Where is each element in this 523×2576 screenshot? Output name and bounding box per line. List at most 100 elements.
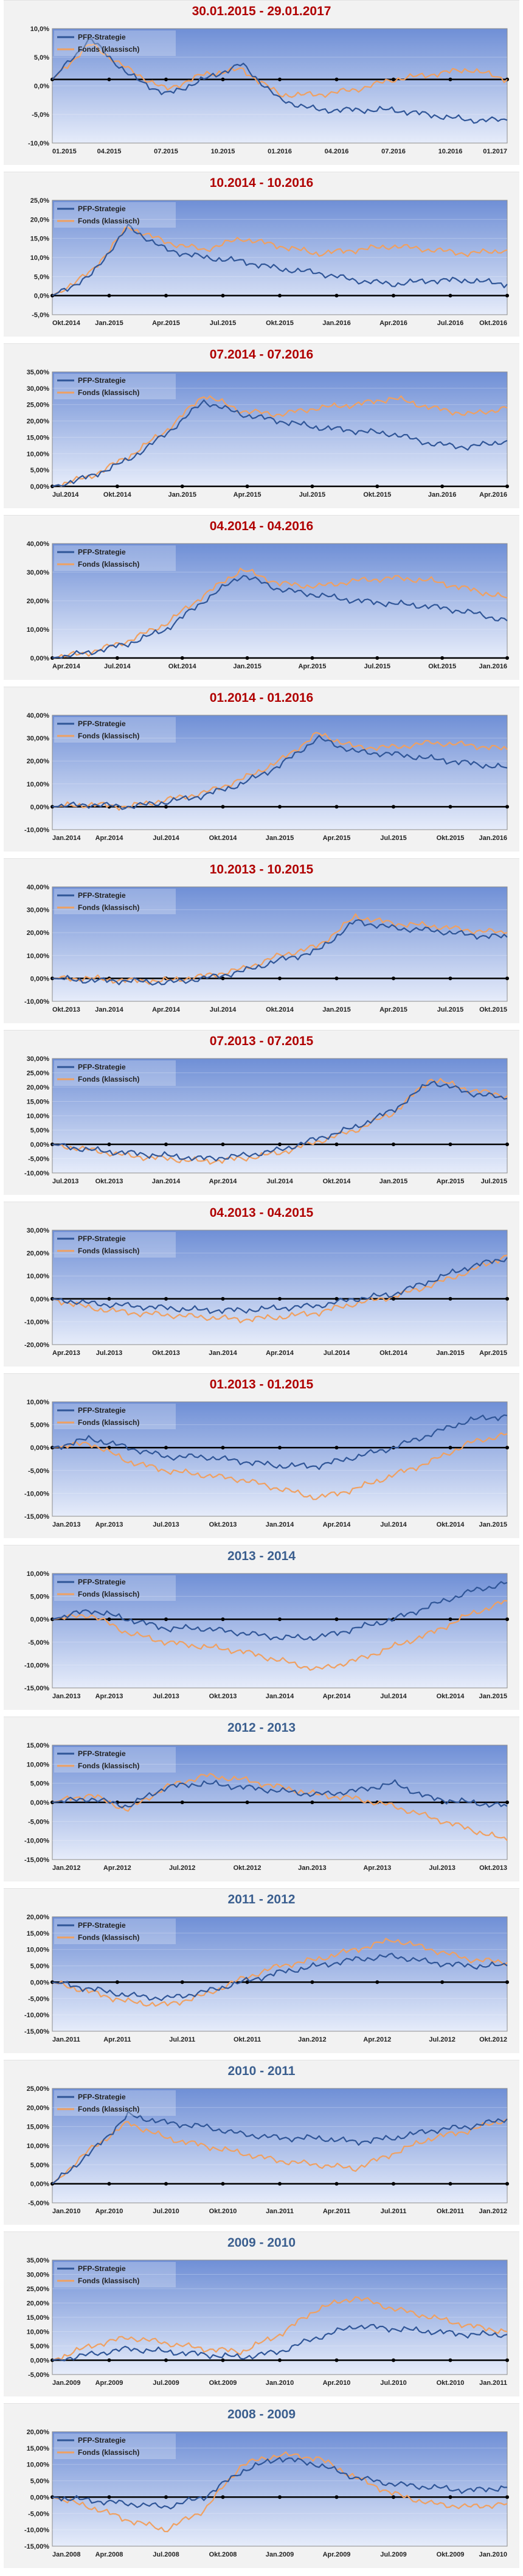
legend: PFP-Strategie Fonds (klassisch) [54, 889, 176, 914]
x-tick-label: Apr.2015 [379, 1006, 407, 1013]
x-tick-mark [164, 2495, 168, 2499]
x-tick-label: Jan.2013 [52, 1693, 80, 1700]
y-tick-label: -5,00% [28, 1468, 49, 1475]
y-tick-label: -15,00% [24, 2543, 49, 2550]
legend-box [54, 889, 176, 914]
legend: PFP-Strategie Fonds (klassisch) [54, 374, 176, 399]
x-tick-label: Jan.2014 [52, 835, 81, 842]
legend-label-strategy: PFP-Strategie [78, 2436, 126, 2445]
y-tick-label: 20,00% [27, 2104, 50, 2112]
x-tick-mark [505, 485, 509, 488]
x-tick-mark [180, 485, 184, 488]
x-tick-label: Jul.2013 [429, 1864, 455, 1872]
x-tick-mark [505, 1801, 509, 1804]
legend-box [54, 717, 176, 743]
x-tick-mark [221, 1617, 225, 1622]
chart-panel: 07.2013 - 07.2015 30,00% 25,00% 20,00% 15,00… [4, 1030, 519, 1195]
x-tick-mark [164, 77, 168, 82]
strategy-line [52, 1953, 508, 2001]
chart-panel: 10.2014 - 10.2016 25,0% 20,0% 15,0% 10,0% 5,0… [4, 172, 519, 337]
legend-label-fund: Fonds (klassisch) [78, 1247, 139, 1255]
y-tick-label: 25,00% [27, 2085, 50, 2093]
x-tick-label: Apr.2011 [103, 2036, 131, 2043]
y-tick-label: 5,0% [34, 273, 49, 281]
legend: PFP-Strategie Fonds (klassisch) [54, 2090, 176, 2116]
x-tick-mark [278, 1143, 282, 1146]
strategy-line [52, 2110, 508, 2185]
fund-line [52, 43, 508, 98]
x-tick-mark [505, 2495, 509, 2499]
x-tick-label: Okt.2013 [209, 1693, 237, 1700]
x-tick-label: Jan.2016 [322, 320, 350, 327]
y-tick-label: -10,00% [24, 827, 49, 834]
chart-title: 10.2013 - 10.2015 [209, 863, 314, 877]
y-tick-label: -5,0% [32, 111, 49, 119]
y-tick-label: 0,00% [30, 2181, 49, 2188]
legend-box [54, 545, 176, 571]
x-tick-label: Jul.2009 [380, 2551, 406, 2558]
x-tick-mark [440, 1801, 445, 1804]
legend-label-fund: Fonds (klassisch) [78, 1418, 139, 1427]
y-tick-label: 20,00% [27, 598, 50, 605]
line-chart: 25,0%20,0%15,0%10,0%5,0%0,0%-5,0%Okt.201… [30, 197, 509, 327]
x-tick-label: Okt.2008 [209, 2551, 237, 2558]
y-tick-label: 40,00% [27, 884, 50, 891]
x-tick-mark [107, 77, 111, 82]
chart-title: 01.2014 - 01.2016 [209, 691, 314, 705]
x-tick-mark [505, 2358, 509, 2362]
y-tick-label: 35,00% [27, 2257, 50, 2264]
legend: PFP-Strategie Fonds (klassisch) [54, 30, 176, 56]
x-tick-mark [392, 805, 395, 809]
x-tick-mark [245, 1801, 249, 1804]
x-tick-label: Jan.2014 [152, 1178, 181, 1185]
x-tick-mark [107, 1617, 111, 1622]
x-tick-label: Jul.2014 [52, 491, 79, 499]
x-tick-mark [278, 2182, 282, 2186]
x-tick-mark [392, 2495, 395, 2499]
x-tick-mark [221, 805, 225, 809]
legend: PFP-Strategie Fonds (klassisch) [54, 1575, 176, 1601]
x-tick-label: Jul.2014 [380, 1521, 407, 1528]
x-tick-mark [107, 293, 111, 298]
legend: PFP-Strategie Fonds (klassisch) [54, 1919, 176, 1944]
x-tick-label: Jul.2015 [437, 1006, 463, 1013]
y-tick-label: 0,00% [30, 803, 49, 811]
y-tick-label: -5,00% [28, 2371, 49, 2379]
x-tick-label: Jul.2014 [380, 1693, 407, 1700]
legend-label-strategy: PFP-Strategie [78, 2264, 126, 2273]
chart-panel: 2012 - 2013 15,00% 10,00% 5,00% 0,00% -5,00% -… [4, 1717, 519, 1881]
x-tick-label: Okt.2016 [479, 320, 507, 327]
y-tick-label: 15,00% [27, 2445, 50, 2452]
x-tick-mark [392, 1297, 395, 1301]
y-tick-label: -10,00% [24, 2527, 49, 2534]
strategy-line [52, 399, 508, 488]
legend-label-strategy: PFP-Strategie [78, 891, 126, 900]
chart-title: 2012 - 2013 [227, 1721, 296, 1735]
x-tick-label: Apr.2010 [323, 2379, 351, 2387]
y-tick-label: -10,00% [24, 1318, 49, 1326]
x-tick-label: Apr.2016 [379, 320, 407, 327]
x-tick-mark [392, 2358, 395, 2362]
y-tick-label: 0,00% [30, 2494, 49, 2501]
x-tick-label: Apr.2010 [95, 2208, 123, 2215]
x-tick-label: Okt.2009 [437, 2551, 465, 2558]
chart-title: 10.2014 - 10.2016 [209, 176, 314, 190]
y-tick-label: 5,00% [30, 1963, 49, 1970]
legend-label-strategy: PFP-Strategie [78, 1749, 126, 1758]
chart-title: 07.2013 - 07.2015 [209, 1034, 314, 1048]
y-tick-label: 10,00% [27, 953, 50, 960]
legend-label-fund: Fonds (klassisch) [78, 388, 139, 397]
legend-box [54, 1404, 176, 1429]
x-tick-mark [278, 77, 282, 82]
x-tick-mark [334, 77, 339, 82]
x-tick-label: Okt.2013 [479, 1864, 507, 1872]
chart-title: 04.2014 - 04.2016 [209, 519, 314, 533]
x-tick-mark [115, 656, 119, 660]
legend-label-strategy: PFP-Strategie [78, 2093, 126, 2101]
x-tick-label: Okt.2015 [428, 663, 456, 670]
y-tick-label: 0,00% [30, 2357, 49, 2365]
y-tick-label: 5,00% [30, 2161, 49, 2169]
x-tick-label: Okt.2015 [437, 835, 465, 842]
x-tick-label: Jan.2011 [266, 2208, 294, 2215]
